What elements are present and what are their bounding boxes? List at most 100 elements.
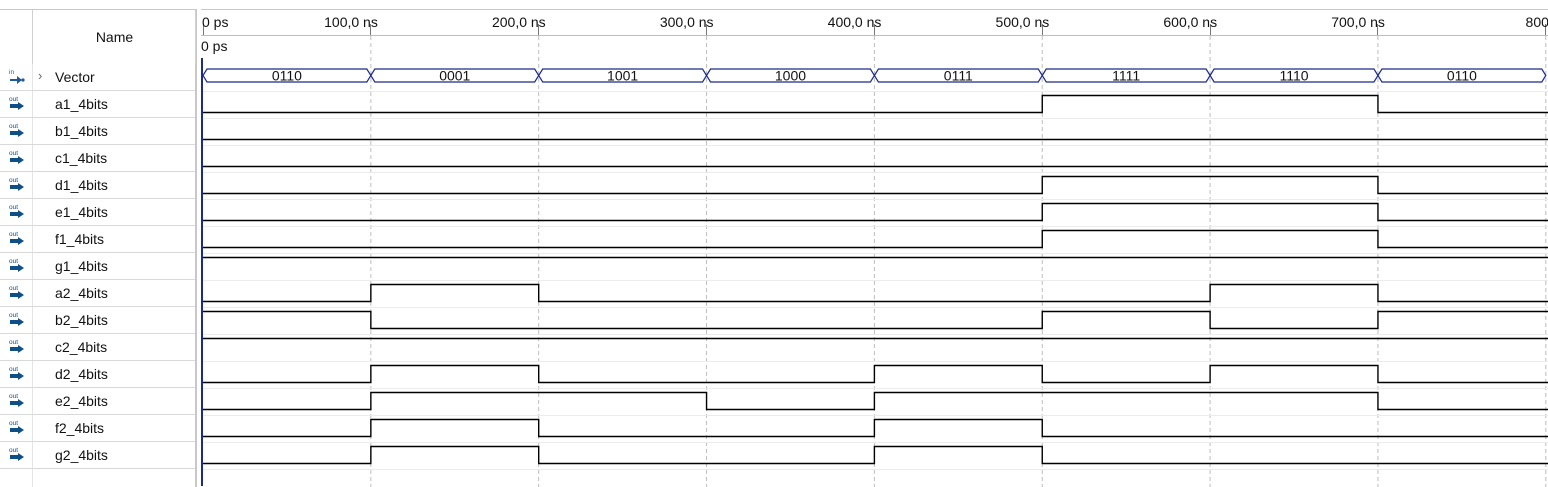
waveform-trace-a2_4bits [203, 283, 1548, 303]
waveform-trace-d1_4bits [203, 175, 1548, 195]
waveform-trace-e2_4bits [203, 391, 1548, 411]
waveform-trace-a1_4bits [203, 94, 1548, 114]
bus-value-label: 1111 [1112, 68, 1140, 84]
time-tick-label: 800, [1525, 14, 1548, 30]
time-tick-mark [706, 24, 708, 35]
waveform-trace-g2_4bits [203, 445, 1548, 465]
bus-value-label: 1001 [607, 68, 638, 84]
svg-text:out: out [9, 231, 18, 238]
signal-name-label: Vector [55, 69, 95, 85]
bus-value-label: 0111 [944, 68, 973, 84]
output-pin-icon: out [9, 203, 25, 219]
signal-row-d1_4bits[interactable]: out d1_4bits [0, 172, 195, 199]
time-ruler[interactable]: 0 ps 100,0 ns 200,0 ns 300,0 ns 400,0 ns 500,… [201, 10, 1548, 36]
signal-row-c1_4bits[interactable]: out c1_4bits [0, 145, 195, 172]
bus-value-label: 1110 [1279, 68, 1308, 84]
svg-text:out: out [9, 393, 18, 400]
signal-row-e1_4bits[interactable]: out e1_4bits [0, 199, 195, 226]
waveform-trace-b2_4bits [203, 310, 1548, 330]
signal-row-b2_4bits[interactable]: out b2_4bits [0, 307, 195, 334]
output-pin-icon: out [9, 284, 25, 300]
waveform-panel[interactable]: 0 ps 100,0 ns 200,0 ns 300,0 ns 400,0 ns 500,… [201, 9, 1548, 487]
output-pin-icon: out [9, 230, 25, 246]
svg-text:out: out [9, 420, 18, 427]
signal-row-f1_4bits[interactable]: out f1_4bits [0, 226, 195, 253]
signal-name-panel: Name in › Vector out a1_4bits out b1_4bits out c… [0, 9, 197, 487]
output-pin-icon: out [9, 122, 25, 138]
output-pin-icon: out [9, 149, 25, 165]
bus-value-label: 1000 [775, 68, 806, 84]
svg-text:out: out [9, 177, 18, 184]
svg-text:out: out [9, 447, 18, 454]
time-tick-label: 100,0 ns [324, 14, 378, 30]
waveform-canvas[interactable]: 0110 0001 1001 1000 0111 1111 1110 0110 [201, 10, 1548, 487]
time-tick-label: 0 ps [202, 14, 229, 30]
name-column-header[interactable]: Name [32, 10, 196, 64]
signal-name-label: a1_4bits [55, 96, 108, 112]
signal-name-label: f1_4bits [55, 231, 105, 247]
bus-value-label: 0001 [439, 68, 470, 84]
signal-name-label: d1_4bits [55, 177, 108, 193]
svg-text:out: out [9, 339, 18, 346]
name-column-header-label: Name [95, 29, 134, 45]
svg-text:out: out [9, 285, 18, 292]
output-pin-icon: out [9, 419, 25, 435]
signal-row-a2_4bits[interactable]: out a2_4bits [0, 280, 195, 307]
time-tick-label: 400,0 ns [827, 14, 882, 30]
svg-text:out: out [9, 312, 18, 319]
output-pin-icon: out [9, 365, 25, 381]
expand-chevron-icon[interactable]: › [38, 68, 43, 83]
waveform-trace-e1_4bits [203, 202, 1548, 222]
signal-name-label: g2_4bits [55, 447, 108, 463]
cursor-time-label: 0 ps [201, 38, 228, 54]
signal-row-d2_4bits[interactable]: out d2_4bits [0, 361, 195, 388]
signal-name-label: c1_4bits [55, 150, 108, 166]
waveform-trace-f2_4bits [203, 418, 1548, 438]
output-pin-icon: out [9, 392, 25, 408]
signal-name-label: d2_4bits [55, 366, 108, 382]
signal-name-label: c2_4bits [55, 339, 108, 355]
time-tick-mark [370, 24, 372, 35]
time-tick-label: 500,0 ns [995, 14, 1050, 30]
time-tick-label: 200,0 ns [491, 14, 546, 30]
svg-text:out: out [9, 150, 18, 157]
waveform-trace-d2_4bits [203, 364, 1548, 384]
svg-text:out: out [9, 204, 18, 211]
signal-name-label: f2_4bits [55, 420, 105, 436]
signal-row-f2_4bits[interactable]: out f2_4bits [0, 415, 195, 442]
signal-name-label: a2_4bits [55, 285, 108, 301]
signal-row-b1_4bits[interactable]: out b1_4bits [0, 118, 195, 145]
signal-name-label: g1_4bits [55, 258, 108, 274]
time-tick-mark [538, 24, 540, 35]
signal-name-label: b1_4bits [55, 123, 108, 139]
signal-row-c2_4bits[interactable]: out c2_4bits [0, 334, 195, 361]
signal-row-a1_4bits[interactable]: out a1_4bits [0, 91, 195, 118]
svg-text:out: out [9, 123, 18, 130]
bus-value-label: 0110 [272, 68, 302, 84]
time-tick-mark [1545, 24, 1547, 35]
svg-text:in: in [9, 69, 14, 76]
signal-row-g1_4bits[interactable]: out g1_4bits [0, 253, 195, 280]
output-pin-icon: out [9, 446, 25, 462]
output-pin-icon: out [9, 257, 25, 273]
input-pin-icon: in [9, 68, 25, 84]
bus-value-segment [1377, 68, 1547, 83]
signal-row-g2_4bits[interactable]: out g2_4bits [0, 442, 195, 469]
waveform-trace-f1_4bits [203, 229, 1548, 249]
signal-name-label: e2_4bits [55, 393, 108, 409]
output-pin-icon: out [9, 176, 25, 192]
svg-text:out: out [9, 366, 18, 373]
svg-text:out: out [9, 96, 18, 103]
signal-row-vector[interactable]: in › Vector [0, 64, 195, 91]
time-tick-label: 700,0 ns [1331, 14, 1385, 30]
time-tick-mark [1209, 24, 1211, 35]
time-tick-mark [1041, 24, 1043, 35]
signal-name-label: e1_4bits [55, 204, 108, 220]
time-tick-mark [873, 24, 875, 35]
time-tick-label: 300,0 ns [659, 14, 714, 30]
output-pin-icon: out [9, 311, 25, 327]
time-tick-mark [202, 24, 204, 35]
output-pin-icon: out [9, 338, 25, 354]
time-tick-label: 600,0 ns [1163, 14, 1218, 30]
signal-row-e2_4bits[interactable]: out e2_4bits [0, 388, 195, 415]
